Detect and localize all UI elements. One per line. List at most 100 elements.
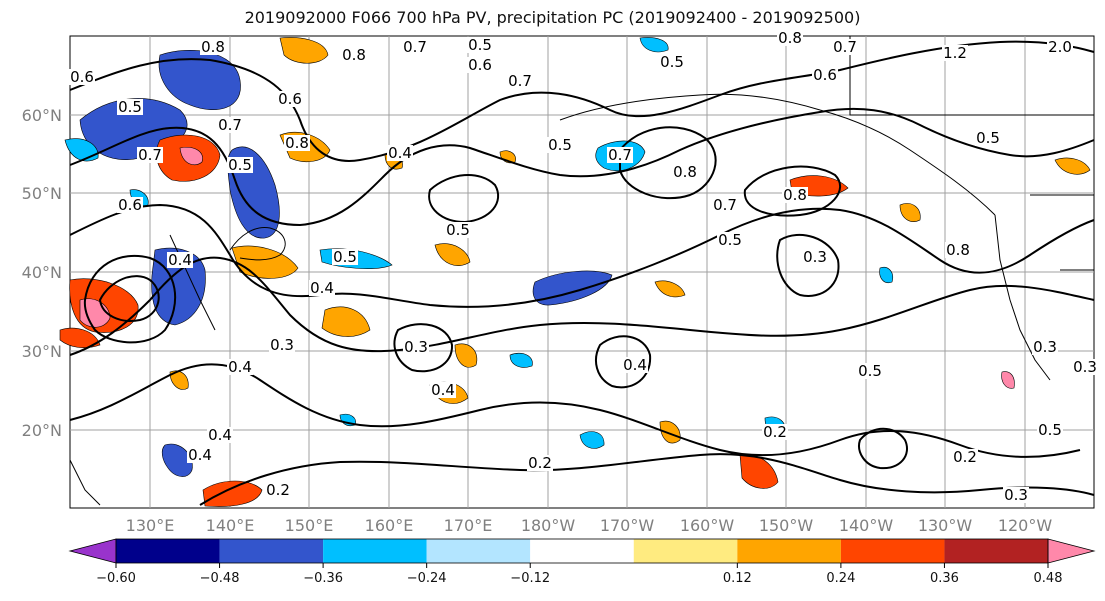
contour-label-background (942, 45, 968, 61)
colorbar-swatch (323, 539, 427, 563)
contour-label-background (712, 197, 738, 213)
contour-label: 0.7 (608, 146, 632, 164)
longitude-label: 140°W (839, 516, 894, 535)
contour-label: 0.2 (528, 454, 552, 472)
contour-label: 0.5 (333, 248, 357, 266)
colorbar-ticks: −0.60 −0.48 −0.36 −0.24 −0.12 0.12 0.24 0.36 0.4… (96, 563, 1062, 586)
longitude-label: 130°E (126, 516, 175, 535)
contour-label-background (672, 164, 698, 180)
contour-label-background (857, 363, 883, 379)
colorbar-swatch (530, 539, 634, 563)
contour-label: 0.7 (508, 72, 532, 90)
contour-label: 0.8 (783, 186, 807, 204)
latitude-label: 40°N (22, 263, 62, 282)
contour-label-background (227, 157, 253, 173)
latitude-label: 30°N (22, 342, 62, 361)
contour-label: 0.3 (1033, 338, 1057, 356)
colorbar-tick-label: −0.36 (303, 571, 343, 586)
contour-label-background (137, 147, 163, 163)
contour-label: 0.5 (718, 231, 742, 249)
contour-label-background (265, 482, 291, 498)
contour-label: 0.8 (946, 241, 970, 259)
contour-label: 0.2 (953, 448, 977, 466)
contour-label-background (467, 37, 493, 53)
contour-label-background (227, 359, 253, 375)
contour-label: 0.2 (266, 481, 290, 499)
contour-label: 0.6 (278, 90, 302, 108)
contour-label-background (1003, 487, 1029, 503)
latitude-labels: 60°N 50°N 40°N 30°N 20°N (22, 106, 62, 440)
longitude-label: 140°E (206, 516, 255, 535)
contour-label-background (832, 39, 858, 55)
colorbar-swatches (68, 538, 1096, 564)
colorbar-tick-label: −0.48 (200, 571, 240, 586)
contour-label: 0.7 (713, 196, 737, 214)
contour-label-background (467, 57, 493, 73)
contour-label-background (402, 39, 428, 55)
contour-label-background (430, 382, 456, 398)
contour-label-background (341, 47, 367, 63)
contour-label-background (309, 280, 335, 296)
colorbar-tick-label: −0.24 (407, 571, 447, 586)
colorbar-tick-label: −0.60 (96, 571, 136, 586)
contour-label-background (547, 137, 573, 153)
contour-label-background (802, 249, 828, 265)
colorbar-tick-label: 0.12 (723, 571, 752, 586)
colorbar-tick-label: 0.36 (930, 571, 959, 586)
contour-label: 0.3 (1073, 358, 1097, 376)
contour-label: 0.5 (858, 362, 882, 380)
contour-label: 0.5 (468, 36, 492, 54)
longitude-labels: 130°E 140°E 150°E 160°E 170°E 180°W 170°W 160°W… (126, 516, 1053, 535)
latitude-label: 60°N (22, 106, 62, 125)
latitude-label: 20°N (22, 421, 62, 440)
contour-label-background (1047, 39, 1073, 55)
contour-label: 0.6 (70, 68, 94, 86)
colorbar-left-extension (68, 538, 117, 564)
contour-label: 0.5 (660, 53, 684, 71)
colorbar: −0.60 −0.48 −0.36 −0.24 −0.12 0.12 0.24 0.36 0.4… (68, 538, 1096, 586)
contour-label-background (777, 30, 803, 46)
contour-label-background (812, 67, 838, 83)
contour-label: 0.4 (310, 279, 334, 297)
map-panel (59, 35, 1095, 509)
contour-label-background (782, 187, 808, 203)
contour-label: 0.4 (168, 251, 192, 269)
contour-label: 0.3 (270, 336, 294, 354)
contour-label: 0.5 (446, 221, 470, 239)
colorbar-swatch (219, 539, 324, 563)
longitude-label: 180°W (521, 516, 576, 535)
longitude-label: 170°W (600, 516, 655, 535)
longitude-label: 160°E (365, 516, 414, 535)
contour-label-background (269, 337, 295, 353)
contour-label-background (217, 117, 243, 133)
longitude-label: 150°E (285, 516, 334, 535)
contour-label: 0.5 (1038, 421, 1062, 439)
contour-label: 0.4 (208, 426, 232, 444)
contour-label-background (507, 73, 533, 89)
contour-label: 0.7 (833, 38, 857, 56)
contour-label-background (284, 135, 310, 151)
contour-label-background (445, 222, 471, 238)
colorbar-outline (115, 538, 1049, 564)
colorbar-tick-label: −0.12 (510, 571, 550, 586)
contour-label: 0.3 (1004, 486, 1028, 504)
contour-label-background (622, 357, 648, 373)
contour-label: 0.8 (201, 38, 225, 56)
longitude-label: 170°E (444, 516, 493, 535)
contour-label-background (527, 455, 553, 471)
contour-label: 0.8 (342, 46, 366, 64)
contour-label: 0.4 (388, 144, 412, 162)
contour-label-background (945, 242, 971, 258)
contour-label-background (332, 249, 358, 265)
contour-label-background (117, 197, 143, 213)
contour-label: 0.7 (218, 116, 242, 134)
contour-label-background (762, 424, 788, 440)
contour-label: 0.4 (623, 356, 647, 374)
contour-label-background (207, 427, 233, 443)
contour-label-background (1037, 422, 1063, 438)
contour-label-background (1072, 359, 1098, 375)
contour-labels: 0.6 0.5 0.8 0.7 0.6 0.5 0.8 0.7 0.6 0.5 0.7 1.2 2.0 0… (69, 29, 1098, 504)
contour-label: 0.6 (813, 66, 837, 84)
colorbar-swatch (426, 539, 531, 563)
